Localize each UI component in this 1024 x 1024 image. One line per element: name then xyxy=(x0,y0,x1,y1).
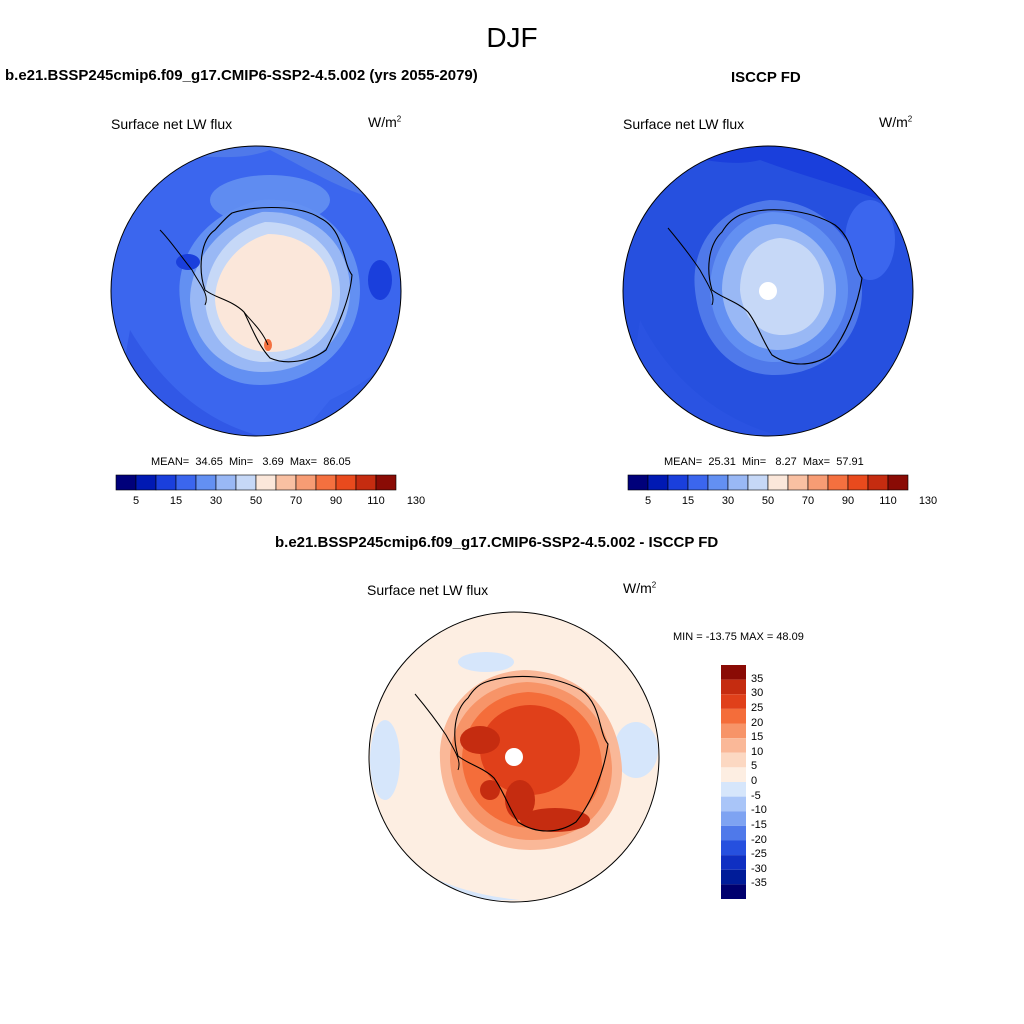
colorbar-swatch xyxy=(721,869,746,885)
obs-colorbar xyxy=(627,474,909,491)
colorbar-swatch xyxy=(721,855,746,870)
colorbar-tick-label: 30 xyxy=(209,495,223,507)
colorbar-tick-label: 15 xyxy=(169,495,183,507)
colorbar-tick-label: 5 xyxy=(132,495,140,507)
colorbar-tick-label: 50 xyxy=(249,495,263,507)
diff-minmax: MIN = -13.75 MAX = 48.09 xyxy=(673,631,804,643)
model-variable-label: Surface net LW flux xyxy=(111,116,233,132)
colorbar-tick-label: -35 xyxy=(751,877,767,890)
obs-stats: MEAN= 25.31 Min= 8.27 Max= 57.91 xyxy=(664,456,864,468)
colorbar-swatch xyxy=(721,840,746,856)
colorbar-tick-label: -15 xyxy=(751,818,767,831)
colorbar-tick-label: 5 xyxy=(751,760,758,773)
colorbar-tick-label: 20 xyxy=(751,716,764,729)
colorbar-swatch xyxy=(847,474,869,491)
colorbar-swatch xyxy=(867,474,889,491)
model-map xyxy=(110,145,402,437)
colorbar-swatch xyxy=(721,752,746,768)
colorbar-swatch xyxy=(721,723,746,739)
colorbar-swatch xyxy=(727,474,749,491)
colorbar-tick-label: 70 xyxy=(801,495,815,507)
diff-variable-label: Surface net LW flux xyxy=(367,582,489,598)
colorbar-tick-label: -30 xyxy=(751,862,767,875)
colorbar-tick-label: -5 xyxy=(751,789,761,802)
colorbar-swatch xyxy=(747,474,769,491)
colorbar-tick-label: 10 xyxy=(751,745,764,758)
colorbar-tick-label: 30 xyxy=(721,495,735,507)
diff-units-label: W/m2 xyxy=(623,580,657,596)
colorbar-swatch xyxy=(721,679,746,695)
colorbar-tick-label: 110 xyxy=(367,495,385,507)
colorbar-swatch xyxy=(627,474,649,491)
colorbar-swatch xyxy=(721,767,746,782)
colorbar-tick-label: 0 xyxy=(751,775,758,787)
obs-panel-title: ISCCP FD xyxy=(731,69,801,86)
colorbar-tick-label: -10 xyxy=(751,804,767,817)
colorbar-swatch xyxy=(235,474,257,491)
colorbar-swatch xyxy=(115,474,137,491)
model-units-label: W/m2 xyxy=(368,114,402,130)
colorbar-swatch xyxy=(175,474,197,491)
colorbar-tick-label: -20 xyxy=(751,833,767,846)
colorbar-tick-label: -25 xyxy=(751,848,767,861)
obs-map xyxy=(622,145,914,437)
colorbar-tick-label: 90 xyxy=(329,495,343,507)
colorbar-swatch xyxy=(827,474,849,491)
colorbar-swatch xyxy=(767,474,789,491)
colorbar-swatch xyxy=(135,474,157,491)
colorbar-swatch xyxy=(721,825,746,841)
colorbar-swatch xyxy=(335,474,357,491)
model-panel-title: b.e21.BSSP245cmip6.f09_g17.CMIP6-SSP2-4.… xyxy=(5,67,478,84)
colorbar-tick-label: 15 xyxy=(751,731,764,744)
colorbar-swatch xyxy=(787,474,809,491)
diff-colorbar xyxy=(721,665,746,899)
figure-title: DJF xyxy=(486,22,538,53)
colorbar-swatch xyxy=(687,474,709,491)
colorbar-swatch xyxy=(721,884,746,899)
colorbar-swatch xyxy=(295,474,317,491)
colorbar-tick-label: 5 xyxy=(644,495,652,507)
colorbar-swatch xyxy=(721,796,746,812)
colorbar-swatch xyxy=(195,474,217,491)
colorbar-tick-label: 130 xyxy=(918,495,938,507)
model-colorbar xyxy=(115,474,397,491)
colorbar-swatch xyxy=(155,474,177,491)
model-stats: MEAN= 34.65 Min= 3.69 Max= 86.05 xyxy=(151,456,351,468)
colorbar-tick-label: 15 xyxy=(681,495,695,507)
colorbar-swatch xyxy=(887,474,909,491)
colorbar-tick-label: 110 xyxy=(879,495,897,507)
colorbar-swatch xyxy=(667,474,689,491)
obs-units-label: W/m2 xyxy=(879,114,913,130)
colorbar-swatch xyxy=(721,665,746,680)
obs-variable-label: Surface net LW flux xyxy=(623,116,745,132)
colorbar-tick-label: 25 xyxy=(751,701,764,714)
colorbar-tick-label: 30 xyxy=(751,687,764,700)
colorbar-tick-label: 70 xyxy=(289,495,303,507)
diff-panel-title: b.e21.BSSP245cmip6.f09_g17.CMIP6-SSP2-4.… xyxy=(275,534,719,551)
colorbar-swatch xyxy=(275,474,297,491)
colorbar-swatch xyxy=(721,708,746,724)
colorbar-tick-label: 130 xyxy=(406,495,426,507)
colorbar-swatch xyxy=(215,474,237,491)
colorbar-swatch xyxy=(255,474,277,491)
colorbar-swatch xyxy=(375,474,397,491)
colorbar-tick-label: 50 xyxy=(761,495,775,507)
colorbar-tick-label: 90 xyxy=(841,495,855,507)
diff-map xyxy=(368,611,660,903)
colorbar-swatch xyxy=(721,811,746,826)
colorbar-swatch xyxy=(315,474,337,491)
colorbar-swatch xyxy=(707,474,729,491)
colorbar-swatch xyxy=(721,782,746,797)
colorbar-swatch xyxy=(721,694,746,709)
colorbar-swatch xyxy=(807,474,829,491)
colorbar-tick-label: 35 xyxy=(751,672,764,685)
colorbar-swatch xyxy=(647,474,669,491)
colorbar-swatch xyxy=(355,474,377,491)
colorbar-swatch xyxy=(721,738,746,753)
